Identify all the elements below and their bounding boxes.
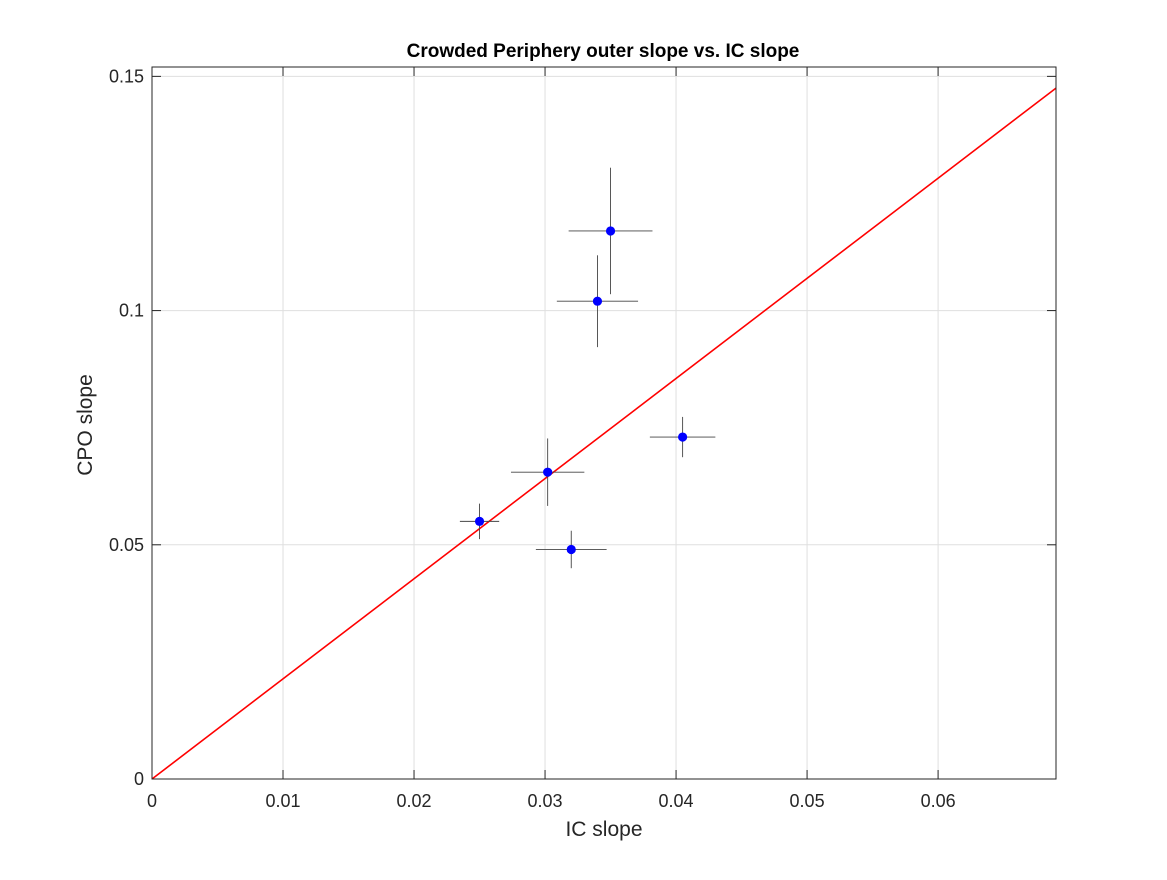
axes-box [151,66,1057,780]
y-tick-label: 0 [134,769,144,789]
y-tick-label: 0.15 [109,66,144,86]
y-tick-label: 0.1 [119,301,144,321]
reference-line [151,87,1057,780]
data-point [678,432,688,442]
x-tick-label: 0.05 [790,791,825,811]
x-tick-label: 0 [147,791,157,811]
x-tick-label: 0.02 [397,791,432,811]
data-point [605,226,616,236]
data-point [592,296,603,306]
x-axis-title: IC slope [565,818,642,841]
x-tick-label: 0.04 [659,791,694,811]
x-tick-label: 0.01 [265,791,300,811]
x-tick-label: 0.03 [528,791,563,811]
data-point [543,467,553,477]
y-tick-label: 0.05 [109,535,144,555]
data-point [566,544,576,555]
x-tick-label: 0.06 [921,791,956,811]
data-point [474,516,485,526]
chart-title: Crowded Periphery outer slope vs. IC slo… [407,41,800,62]
y-axis-title: CPO slope [74,374,97,476]
